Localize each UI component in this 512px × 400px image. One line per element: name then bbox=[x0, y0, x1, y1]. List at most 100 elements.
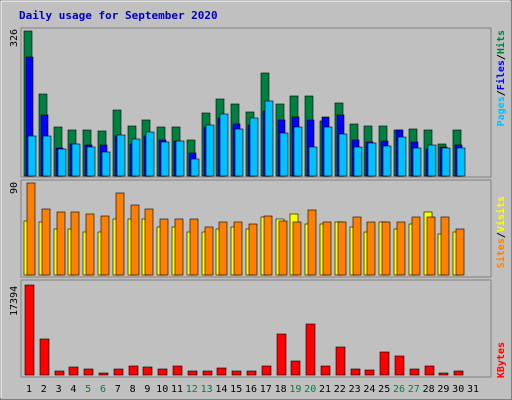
day-label-17: 17 bbox=[260, 384, 272, 395]
day-label-5: 5 bbox=[85, 384, 91, 395]
legend-pages-files-hits-part-4: Hits bbox=[495, 30, 507, 54]
bar-pages-day-14 bbox=[219, 113, 229, 177]
bar-pages-day-7 bbox=[116, 134, 126, 177]
bar-kbytes-day-15 bbox=[231, 370, 242, 376]
legend-pages-files-hits-part-0: Pages bbox=[496, 96, 507, 126]
bar-pages-day-9 bbox=[145, 131, 155, 177]
y-max-label-visits: 90 bbox=[9, 182, 20, 194]
bar-kbytes-day-17 bbox=[261, 365, 272, 376]
bar-kbytes-day-30 bbox=[453, 370, 464, 376]
bar-kbytes-day-27 bbox=[409, 368, 420, 376]
bar-sites-day-28 bbox=[426, 216, 436, 276]
bar-sites-day-9 bbox=[144, 208, 154, 276]
day-label-10: 10 bbox=[156, 384, 168, 395]
bar-pages-day-11 bbox=[175, 140, 185, 177]
y-max-label-kbytes: 17394 bbox=[9, 286, 20, 316]
bar-kbytes-day-6 bbox=[98, 372, 109, 376]
day-label-12: 12 bbox=[186, 384, 198, 395]
legend-sites-visits: Sites/Visits bbox=[495, 196, 507, 268]
bar-kbytes-day-10 bbox=[157, 368, 168, 376]
bar-pages-day-25 bbox=[382, 145, 392, 177]
bar-kbytes-day-26 bbox=[394, 355, 405, 376]
legend-kbytes: KBytes bbox=[496, 342, 507, 378]
bar-kbytes-day-21 bbox=[320, 365, 331, 376]
bar-kbytes-day-12 bbox=[187, 370, 198, 376]
bar-pages-day-4 bbox=[71, 143, 81, 177]
bar-kbytes-day-28 bbox=[424, 365, 435, 376]
bar-pages-day-24 bbox=[367, 142, 377, 177]
day-label-31: 31 bbox=[467, 384, 479, 395]
y-max-label-hits: 326 bbox=[9, 29, 20, 47]
day-label-3: 3 bbox=[56, 384, 62, 395]
bar-kbytes-day-23 bbox=[350, 368, 361, 376]
bar-sites-day-23 bbox=[352, 216, 362, 276]
legend-pages-files-hits-part-3: / bbox=[496, 54, 507, 60]
bar-sites-day-6 bbox=[100, 215, 110, 276]
bar-pages-day-21 bbox=[323, 126, 333, 177]
bar-sites-day-30 bbox=[455, 228, 465, 276]
bar-sites-day-17 bbox=[263, 215, 273, 276]
day-label-8: 8 bbox=[130, 384, 136, 395]
bar-pages-day-1 bbox=[27, 135, 37, 177]
bar-kbytes-day-11 bbox=[172, 365, 183, 376]
bar-sites-day-5 bbox=[85, 213, 95, 276]
bar-pages-day-19 bbox=[293, 126, 303, 177]
day-label-1: 1 bbox=[26, 384, 32, 395]
bar-pages-day-6 bbox=[101, 151, 111, 177]
bar-sites-day-8 bbox=[130, 204, 140, 276]
bar-sites-day-3 bbox=[56, 211, 66, 276]
bar-pages-day-27 bbox=[412, 147, 422, 177]
bar-sites-day-26 bbox=[396, 221, 406, 276]
bar-kbytes-day-9 bbox=[142, 366, 153, 376]
bar-sites-day-11 bbox=[174, 218, 184, 276]
bar-kbytes-day-14 bbox=[216, 367, 227, 376]
legend-pages-files-hits: Pages/Files/Hits bbox=[495, 30, 507, 126]
legend-sites-visits-part-2: Visits bbox=[495, 196, 507, 232]
bar-kbytes-day-5 bbox=[83, 368, 94, 376]
bar-sites-day-18 bbox=[278, 220, 288, 276]
bar-sites-day-22 bbox=[337, 221, 347, 276]
bar-pages-day-22 bbox=[338, 133, 348, 177]
day-label-28: 28 bbox=[423, 384, 435, 395]
bar-pages-day-28 bbox=[427, 144, 437, 177]
bar-sites-day-15 bbox=[233, 221, 243, 276]
day-label-11: 11 bbox=[171, 384, 183, 395]
day-label-24: 24 bbox=[363, 384, 375, 395]
bars-layer bbox=[23, 30, 466, 376]
day-label-9: 9 bbox=[144, 384, 150, 395]
day-label-18: 18 bbox=[275, 384, 287, 395]
bar-pages-day-10 bbox=[160, 141, 170, 177]
bar-sites-day-25 bbox=[381, 221, 391, 276]
bar-pages-day-23 bbox=[353, 146, 363, 177]
bar-pages-day-13 bbox=[205, 124, 215, 177]
bar-kbytes-day-3 bbox=[54, 370, 65, 376]
day-label-27: 27 bbox=[408, 384, 420, 395]
day-label-14: 14 bbox=[215, 384, 227, 395]
bar-kbytes-day-8 bbox=[128, 365, 139, 376]
panel-kbytes-bg bbox=[20, 279, 492, 378]
bar-sites-day-21 bbox=[322, 221, 332, 276]
bar-kbytes-day-19 bbox=[290, 360, 301, 376]
bar-sites-day-10 bbox=[159, 218, 169, 276]
bar-kbytes-day-16 bbox=[246, 370, 257, 376]
bar-sites-day-1 bbox=[26, 182, 36, 276]
day-label-19: 19 bbox=[289, 384, 301, 395]
day-labels: 1 2 3 4 5 6 7 8 9 10 11 12 13 14 15 16 17 18 19 20 21 22 23 24 2… bbox=[26, 384, 479, 395]
bar-pages-day-20 bbox=[308, 146, 318, 177]
bar-sites-day-20 bbox=[307, 209, 317, 276]
bar-pages-day-26 bbox=[397, 136, 407, 177]
day-label-13: 13 bbox=[201, 384, 213, 395]
day-label-15: 15 bbox=[230, 384, 242, 395]
bar-kbytes-day-18 bbox=[276, 333, 287, 376]
bar-pages-day-3 bbox=[57, 148, 67, 177]
bar-sites-day-27 bbox=[411, 216, 421, 276]
day-label-22: 22 bbox=[334, 384, 346, 395]
day-label-4: 4 bbox=[70, 384, 76, 395]
legend-sites-visits-part-0: Sites bbox=[495, 238, 507, 268]
bar-sites-day-29 bbox=[440, 216, 450, 276]
bar-kbytes-day-7 bbox=[113, 368, 124, 376]
day-label-21: 21 bbox=[319, 384, 331, 395]
bar-pages-day-30 bbox=[456, 147, 466, 177]
